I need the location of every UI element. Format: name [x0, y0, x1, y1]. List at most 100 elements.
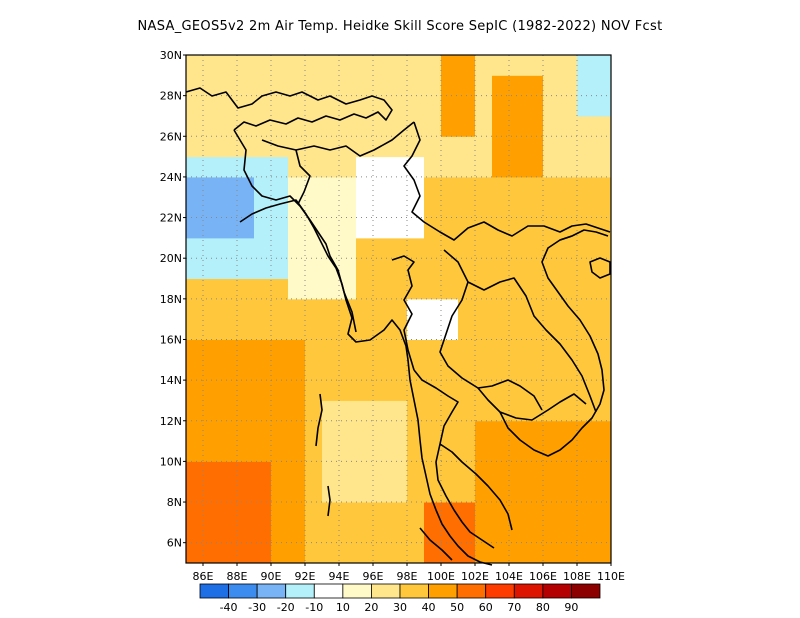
field-cell — [509, 115, 527, 137]
field-cell — [237, 542, 255, 564]
field-cell — [288, 319, 306, 340]
field-cell — [254, 319, 272, 340]
colorbar-label: 80 — [536, 601, 550, 614]
field-cell — [356, 115, 374, 137]
field-cell — [288, 75, 306, 97]
field-cell — [475, 522, 493, 544]
field-cell — [356, 278, 374, 300]
field-cell — [203, 258, 221, 280]
field-cell — [339, 75, 357, 97]
field-cell — [594, 258, 612, 280]
field-cell — [356, 237, 374, 259]
field-cell — [390, 542, 408, 564]
field-cell — [288, 278, 306, 300]
field-cell — [203, 542, 221, 564]
field-cell — [543, 75, 561, 97]
field-cell — [509, 502, 527, 523]
field-cell — [560, 156, 578, 178]
field-cell — [475, 400, 493, 422]
colorbar-label: 90 — [564, 601, 578, 614]
field-cell — [322, 217, 340, 239]
field-cell — [577, 400, 595, 422]
field-cell — [220, 237, 238, 259]
field-cell — [509, 441, 527, 462]
field-cell — [288, 400, 306, 422]
field-cell — [475, 55, 493, 76]
field-cell — [288, 380, 306, 401]
field-cell — [356, 55, 374, 76]
field-cell — [407, 522, 425, 544]
field-cell — [543, 441, 561, 462]
field-cell — [492, 502, 510, 523]
colorbar-swatch — [256, 583, 287, 599]
field-cell — [254, 197, 272, 219]
field-cell — [203, 55, 221, 76]
field-cell — [577, 441, 595, 462]
colorbar-swatch — [371, 583, 401, 599]
field-cell — [203, 217, 221, 239]
field-cell — [203, 502, 221, 523]
field-cell — [407, 339, 425, 361]
field-cell — [407, 380, 425, 401]
field-cell — [526, 75, 544, 97]
field-cell — [475, 217, 493, 239]
field-cell — [492, 441, 510, 462]
field-cell — [186, 400, 204, 422]
field-cell — [356, 359, 374, 381]
field-cell — [271, 380, 289, 401]
colorbar-swatch — [199, 583, 229, 599]
field-cell — [254, 136, 272, 158]
field-cell — [186, 75, 204, 97]
field-cell — [220, 481, 238, 503]
field-cell — [305, 258, 323, 280]
field-cell — [203, 339, 221, 361]
field-cell — [271, 420, 289, 442]
field-cell — [560, 319, 578, 340]
field-cell — [407, 75, 425, 97]
field-cell — [186, 115, 204, 137]
field-cell — [203, 461, 221, 483]
field-cell — [509, 237, 527, 259]
coastline-borders — [185, 87, 611, 566]
field-cell — [509, 481, 527, 503]
field-cell — [339, 420, 357, 442]
field-cell — [441, 237, 459, 259]
field-cell — [288, 237, 306, 259]
field-cell — [458, 95, 476, 117]
field-cell — [390, 441, 408, 462]
field-cell — [220, 319, 238, 340]
field-cell — [186, 481, 204, 503]
field-cell — [254, 95, 272, 117]
field-cell — [543, 542, 561, 564]
field-cell — [424, 400, 442, 422]
field-cell — [237, 176, 255, 198]
field-cell — [373, 115, 391, 137]
field-cell — [475, 359, 493, 381]
field-cell — [356, 380, 374, 401]
field-cell — [305, 359, 323, 381]
lat-tick-label: 8N — [167, 496, 182, 509]
field-cell — [390, 95, 408, 117]
field-cell — [407, 359, 425, 381]
field-cell — [271, 441, 289, 462]
field-cell — [356, 522, 374, 544]
field-cell — [339, 278, 357, 300]
field-cell — [577, 278, 595, 300]
field-cell — [305, 278, 323, 300]
field-cell — [509, 75, 527, 97]
field-cell — [220, 542, 238, 564]
field-cell — [288, 95, 306, 117]
field-cell — [390, 380, 408, 401]
field-cell — [220, 115, 238, 137]
field-cell — [186, 461, 204, 483]
field-cell — [288, 136, 306, 158]
field-cell — [254, 237, 272, 259]
field-cell — [305, 339, 323, 361]
field-cell — [475, 136, 493, 158]
field-cell — [594, 176, 612, 198]
field-cell — [458, 298, 476, 320]
field-cell — [594, 522, 612, 544]
field-cell — [356, 75, 374, 97]
field-cell — [424, 258, 442, 280]
field-cell — [186, 95, 204, 117]
